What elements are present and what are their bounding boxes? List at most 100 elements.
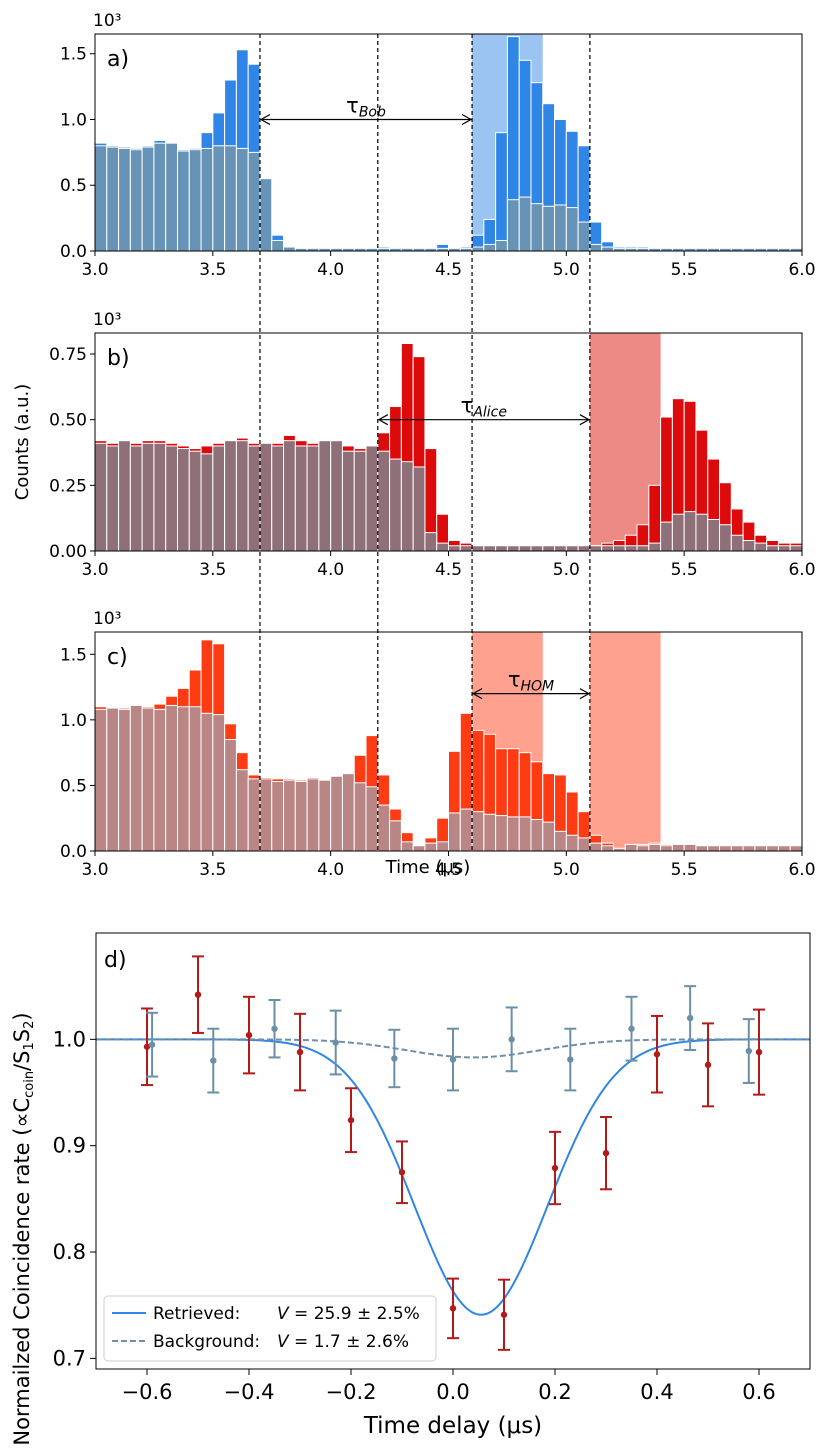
- x-tick-label: 0.6: [742, 1380, 775, 1404]
- background-bar: [589, 842, 603, 852]
- legend-box: [103, 1295, 437, 1362]
- y-tick-label: 0.00: [49, 542, 87, 562]
- background-bar: [707, 845, 721, 852]
- background-bar: [671, 513, 685, 552]
- background-bar: [176, 706, 190, 852]
- background-bar: [106, 146, 120, 252]
- background-bar: [660, 521, 673, 552]
- background-bar: [212, 445, 226, 552]
- background-bar: [754, 845, 768, 852]
- background-point: [686, 1014, 694, 1022]
- x-tick-label: 3.5: [199, 860, 226, 880]
- multiplier-label: 10³: [93, 310, 121, 330]
- x-tick-label: 4.5: [435, 260, 462, 280]
- background-bar: [318, 779, 332, 852]
- background-bar: [330, 775, 343, 852]
- background-bar: [495, 815, 508, 852]
- background-bar: [506, 545, 520, 552]
- legend-v: V: [277, 1332, 290, 1352]
- background-bar: [200, 712, 214, 852]
- y-axis-label-part: ): [10, 1012, 34, 1020]
- background-point: [148, 1041, 156, 1048]
- background-bar: [448, 812, 461, 852]
- background-bar: [247, 778, 261, 852]
- y-tick-label: 0.9: [53, 1134, 86, 1158]
- annotation-symbol: τ: [346, 93, 359, 117]
- background-bar: [224, 440, 237, 552]
- annotation-arrow-head-right: [461, 113, 473, 126]
- background-bar: [766, 545, 779, 552]
- annotation-arrow-head-left: [471, 688, 483, 700]
- background-point: [745, 1047, 752, 1055]
- background-bar: [212, 714, 226, 852]
- panel-d-hom-dip: −0.6 −0.4 −0.2 0.0 0.2 0.4 0.6 0.7 0.8 0.9 1.0 d) Ti…: [10, 932, 811, 1446]
- background-bar: [235, 147, 249, 252]
- background-bar: [789, 545, 803, 552]
- background-bar: [235, 769, 249, 852]
- legend-v: V: [277, 1304, 290, 1324]
- background-bar: [565, 834, 579, 852]
- x-tick-label: 6.0: [788, 260, 815, 280]
- background-bar: [730, 845, 744, 852]
- background-bar: [506, 199, 520, 252]
- retrieved-point: [500, 1311, 508, 1318]
- background-bar: [530, 545, 544, 552]
- y-tick-label: 1.5: [60, 45, 87, 65]
- background-bar: [495, 545, 508, 552]
- background-bar: [271, 239, 285, 252]
- annotation-label: τBob: [346, 93, 386, 120]
- background-point: [391, 1055, 398, 1062]
- y-tick-label: 0.25: [49, 476, 87, 496]
- y-axis-label-part: 2: [22, 1021, 37, 1029]
- background-bar: [707, 518, 721, 552]
- legend-entry: Background: V = 1.7 ± 2.6%: [153, 1332, 409, 1352]
- background-bar: [518, 196, 532, 252]
- retrieved-point: [755, 1048, 763, 1056]
- background-bar: [94, 145, 108, 252]
- background-bar: [377, 450, 391, 552]
- background-bar: [612, 545, 626, 552]
- background-bar: [353, 782, 367, 852]
- x-axis-label: Time delay (μs): [363, 1413, 542, 1439]
- background-bar: [424, 842, 438, 852]
- retrieved-point: [551, 1164, 559, 1172]
- background-bar: [271, 445, 285, 552]
- background-bar: [483, 813, 497, 852]
- background-bar: [742, 845, 756, 852]
- annotation-subscript: Bob: [359, 104, 386, 120]
- background-bar: [436, 841, 450, 852]
- background-bar: [459, 545, 473, 552]
- background-bar: [636, 845, 650, 852]
- panel-label: a): [107, 47, 129, 72]
- background-bar: [200, 453, 214, 552]
- background-bar: [424, 532, 438, 552]
- background-bar: [754, 542, 768, 552]
- background-bar: [777, 845, 791, 852]
- background-bar: [389, 820, 402, 852]
- panel-b-histogram: 3.0 3.5 4.0 4.5 5.0 5.5 6.0 0.00 0.25 0.50 0.75 10³…: [49, 310, 815, 580]
- background-bar: [683, 843, 697, 852]
- background-bar: [624, 545, 638, 552]
- multiplier-label: 10³: [93, 11, 121, 31]
- background-bar: [518, 816, 532, 852]
- x-tick-label: 5.5: [671, 560, 698, 580]
- background-bar: [695, 513, 709, 552]
- x-tick-label: 3.0: [81, 860, 108, 880]
- background-bar: [589, 545, 603, 552]
- dashed-time-markers: [259, 34, 591, 851]
- legend-value: = 1.7 ± 2.6%: [289, 1332, 409, 1352]
- background-bar: [542, 205, 556, 252]
- annotation-arrow-head-left: [377, 414, 389, 426]
- panel-c-histogram: 3.0 3.5 4.0 4.5 5.0 5.5 6.0 0.0 0.5 1.0 1.5 10³ c) τH…: [60, 609, 816, 880]
- retrieved-point: [449, 1305, 457, 1312]
- background-bar: [129, 149, 143, 252]
- background-bar: [400, 841, 414, 852]
- background-bar: [777, 545, 791, 552]
- y-axis-label-part: /S: [10, 1051, 34, 1071]
- background-bar: [141, 146, 155, 252]
- y-tick-label: 0.5: [60, 176, 87, 196]
- background-bar: [106, 445, 120, 552]
- background-bar: [389, 458, 402, 552]
- y-axis-label-part: 1: [22, 1042, 37, 1050]
